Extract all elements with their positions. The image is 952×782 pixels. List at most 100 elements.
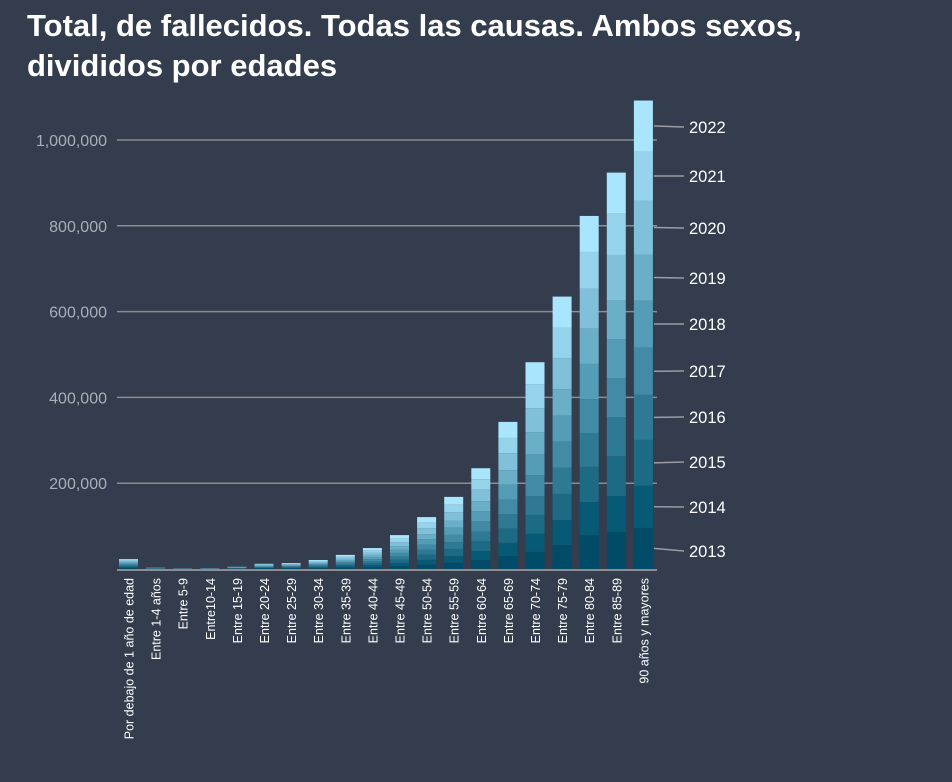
x-tick-label: Entre 35-39	[339, 578, 353, 643]
bar-segment-2017	[362, 559, 382, 562]
bar-segment-2019	[390, 546, 409, 550]
bar-segment-2018	[254, 565, 274, 567]
legend-label-2015: 2015	[689, 454, 726, 472]
legend-label-2013: 2013	[689, 543, 726, 561]
bar-segment-2016	[579, 433, 599, 467]
x-tick-label: Entre10-14	[204, 578, 218, 640]
bar-segment-2018	[281, 565, 301, 567]
bar-segment-2013	[525, 551, 545, 569]
bar-segment-2013	[444, 562, 464, 569]
bar-segment-2019	[362, 554, 382, 557]
bar-segment-2015	[390, 559, 409, 563]
bar-segment-2017	[633, 347, 653, 395]
bar-segment-2016	[417, 549, 437, 555]
bar-segment-2019	[254, 565, 274, 566]
bar-segment-2016	[254, 567, 274, 568]
bar-segment-2021	[390, 538, 409, 543]
x-tick-label: Entre 40-44	[366, 578, 380, 643]
bar-segment-2019	[119, 562, 138, 564]
bar-segment-2013	[471, 560, 491, 569]
x-tick-label: Entre 65-69	[502, 578, 516, 643]
bar-segment-2022	[579, 215, 599, 252]
bar-segment-2021	[471, 479, 491, 490]
bar-segment-2021	[579, 251, 599, 289]
legend-leader-line	[653, 461, 685, 464]
bar-segment-2016	[633, 394, 653, 440]
legend-label-2021: 2021	[689, 168, 726, 186]
bar-segment-2015	[335, 565, 355, 567]
bar-segment-2015	[362, 563, 382, 566]
bar-segment-2015	[281, 567, 301, 568]
bar-segment-2017	[119, 564, 138, 566]
bar-segment-2017	[606, 378, 626, 418]
bar-segment-2018	[498, 484, 518, 500]
bar-segment-2017	[281, 566, 301, 567]
bar-segment-2019	[633, 254, 653, 301]
bar-segment-2013	[281, 568, 301, 569]
legend-label-2017: 2017	[689, 363, 726, 381]
bar-segment-2014	[552, 520, 572, 545]
bar-segment-2017	[444, 534, 464, 543]
bar-segment-2016	[390, 556, 409, 560]
bar-segment-2013	[498, 556, 518, 569]
bar-segment-2018	[471, 511, 491, 522]
bar-segment-2015	[579, 466, 599, 503]
bar-segment-2021	[362, 550, 382, 553]
x-tick-label: Entre 80-84	[583, 578, 597, 643]
bar-segment-2018	[417, 539, 437, 545]
bar-segment-2020	[444, 512, 464, 521]
bar-segment-2022	[362, 548, 382, 551]
bar-segment-2015	[498, 528, 518, 543]
bar-segment-2016	[281, 566, 301, 568]
y-tick-label: 1,000,000	[36, 133, 107, 150]
bar-segment-2014	[579, 502, 599, 536]
chart-title: Total, de fallecidos. Todas las causas. …	[27, 8, 802, 83]
bar-segment-2020	[119, 561, 138, 563]
x-tick-label: Entre 50-54	[421, 578, 435, 643]
bar-segment-2017	[390, 552, 409, 557]
bar-segment-2020	[579, 288, 599, 329]
bar-segment-2013	[552, 544, 572, 569]
bar-segment-2014	[119, 567, 138, 569]
legend-label-2019: 2019	[689, 270, 726, 288]
bar-segment-2013	[579, 535, 599, 569]
bar-segment-2018	[552, 415, 572, 442]
bar-segment-2017	[335, 562, 355, 564]
bar-segment-2013	[335, 567, 355, 569]
x-tick-label: Entre 45-49	[394, 578, 408, 643]
bar-segment-2016	[444, 542, 464, 550]
bar-segment-2018	[444, 527, 464, 535]
legend-leader-line	[653, 125, 685, 128]
bar-segment-2017	[525, 475, 545, 497]
bar-segment-2016	[362, 561, 382, 564]
x-tick-label: Entre 1-4 años	[150, 578, 164, 660]
bar-segment-2020	[471, 489, 491, 502]
bar-segment-2022	[471, 468, 491, 480]
bar-segment-2015	[552, 493, 572, 521]
bar-segment-2020	[552, 358, 572, 390]
bar-segment-2018	[119, 563, 138, 565]
legend-label-2022: 2022	[689, 119, 726, 137]
x-tick-label: Entre 25-29	[285, 578, 299, 643]
bar-segment-2013	[606, 532, 626, 569]
x-tick-label: Entre 20-24	[258, 578, 272, 643]
bar-segment-2020	[254, 564, 274, 566]
bar-segment-2017	[471, 521, 491, 532]
bar-segment-2019	[606, 300, 626, 340]
bar-segment-2019	[552, 389, 572, 416]
x-tick-label: Entre 60-64	[475, 578, 489, 643]
bar-segment-2014	[390, 562, 409, 566]
bar-segment-2019	[498, 470, 518, 485]
bar-segment-2017	[579, 399, 599, 434]
x-tick-label: 90 años y mayores	[637, 578, 651, 684]
bar-segment-2013	[362, 567, 382, 569]
x-tick-label: Por debajo de 1 año de edad	[123, 578, 137, 739]
bar-segment-2022	[525, 362, 545, 385]
bar-segment-2014	[362, 565, 382, 568]
x-tick-label: Entre 15-19	[231, 578, 245, 643]
x-tick-label: Entre 75-79	[556, 578, 570, 643]
bar-segment-2022	[552, 296, 572, 328]
bar-segment-2022	[633, 100, 653, 152]
bar-segment-2018	[390, 549, 409, 553]
